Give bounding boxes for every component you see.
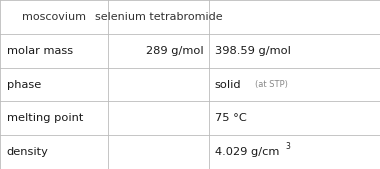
Text: (at STP): (at STP) — [255, 80, 288, 89]
Text: density: density — [7, 147, 49, 157]
Text: 289 g/mol: 289 g/mol — [146, 46, 203, 56]
Text: moscovium: moscovium — [22, 12, 86, 22]
Text: selenium tetrabromide: selenium tetrabromide — [95, 12, 222, 22]
Text: solid: solid — [215, 79, 241, 90]
Text: phase: phase — [7, 79, 41, 90]
Text: 398.59 g/mol: 398.59 g/mol — [215, 46, 291, 56]
Text: 3: 3 — [285, 141, 290, 151]
Text: melting point: melting point — [7, 113, 83, 123]
Text: molar mass: molar mass — [7, 46, 73, 56]
Text: 4.029 g/cm: 4.029 g/cm — [215, 147, 279, 157]
Text: 75 °C: 75 °C — [215, 113, 247, 123]
